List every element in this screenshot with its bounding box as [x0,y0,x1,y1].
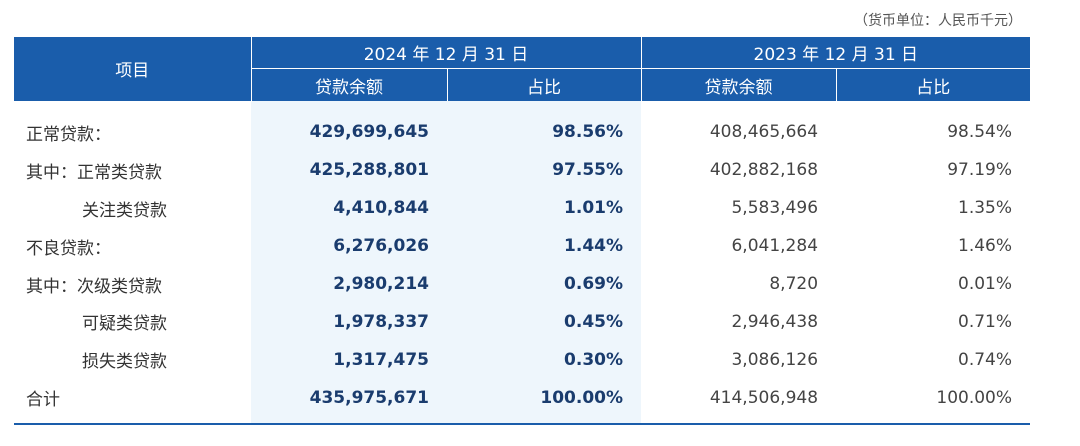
current-ratio-cell: 1.44% [447,227,642,266]
row-label: 正常贷款： [26,124,111,145]
previous-ratio-cell: 97.19% [947,160,1013,181]
current-amount-cell: 429,699,645 [251,101,447,152]
previous-amount-cell: 414,506,948 [709,387,819,408]
table-row: 其中：正常类贷款 425,288,801 97.55% 402,882,168 … [14,151,1030,190]
current-amount-cell: 435,975,671 [251,378,447,425]
previous-ratio-cell: 1.35% [958,198,1013,219]
current-ratio-header: 占比 [447,68,642,101]
previous-amount-cell: 8,720 [769,274,819,294]
current-amount-cell: 6,276,026 [251,227,447,266]
row-label: 关注类贷款 [82,200,167,221]
currency-unit-note: （货币单位：人民币千元） [854,13,1022,29]
row-label: 不良贷款： [26,238,111,259]
previous-amount-cell: 5,583,496 [731,198,819,219]
table-row: 损失类贷款 1,317,475 0.30% 3,086,126 0.74% [14,340,1030,379]
current-ratio-cell: 0.69% [447,265,642,303]
table-row: 可疑类贷款 1,978,337 0.45% 2,946,438 0.71% [14,302,1030,341]
table-row-total: 合计 435,975,671 100.00% 414,506,948 100.0… [14,378,1030,425]
current-ratio-cell: 97.55% [447,151,642,190]
row-label: 可疑类贷款 [82,314,167,335]
row-label: 损失类贷款 [82,352,167,373]
previous-amount-cell: 2,946,438 [731,311,819,332]
current-ratio-cell: 98.56% [447,101,642,152]
previous-amount-header: 贷款余额 [641,68,837,101]
loan-classification-table: 项目 2024 年 12 月 31 日 2023 年 12 月 31 日 贷款余… [14,37,1031,425]
item-column-header: 项目 [14,37,252,102]
row-label: 其中：次级类贷款 [26,276,162,297]
current-ratio-cell: 1.01% [447,189,642,228]
previous-amount-cell: 408,465,664 [709,122,819,143]
current-amount-header: 贷款余额 [251,68,448,101]
current-ratio-cell: 0.45% [447,302,642,341]
current-year-header: 2024 年 12 月 31 日 [251,37,642,69]
previous-year-header: 2023 年 12 月 31 日 [641,37,1031,69]
row-label: 其中：正常类贷款 [26,162,162,183]
current-ratio-cell: 100.00% [447,378,642,425]
row-label: 合计 [26,390,60,411]
table-row: 其中：次级类贷款 2,980,214 0.69% 8,720 0.01% [14,265,1030,303]
previous-ratio-cell: 1.46% [958,236,1013,257]
previous-ratio-cell: 100.00% [936,387,1013,408]
previous-ratio-cell: 98.54% [947,122,1013,143]
previous-ratio-cell: 0.74% [958,349,1013,370]
current-amount-cell: 2,980,214 [251,265,447,303]
previous-ratio-cell: 0.01% [958,274,1013,294]
current-amount-cell: 425,288,801 [251,151,447,190]
table-row: 不良贷款： 6,276,026 1.44% 6,041,284 1.46% [14,227,1030,266]
previous-ratio-cell: 0.71% [958,311,1013,332]
table-header: 项目 2024 年 12 月 31 日 2023 年 12 月 31 日 贷款余… [14,37,1031,102]
current-amount-cell: 1,978,337 [251,302,447,341]
previous-amount-cell: 3,086,126 [731,349,819,370]
current-amount-cell: 4,410,844 [251,189,447,228]
current-ratio-cell: 0.30% [447,340,642,379]
previous-amount-cell: 402,882,168 [709,160,819,181]
table-row: 关注类贷款 4,410,844 1.01% 5,583,496 1.35% [14,189,1030,228]
table-bottom-rule [14,423,1030,425]
previous-ratio-header: 占比 [836,68,1031,101]
table-body: 正常贷款： 429,699,645 98.56% 408,465,664 98.… [14,101,1030,425]
current-amount-cell: 1,317,475 [251,340,447,379]
previous-amount-cell: 6,041,284 [731,236,819,257]
table-row: 正常贷款： 429,699,645 98.56% 408,465,664 98.… [14,101,1030,152]
